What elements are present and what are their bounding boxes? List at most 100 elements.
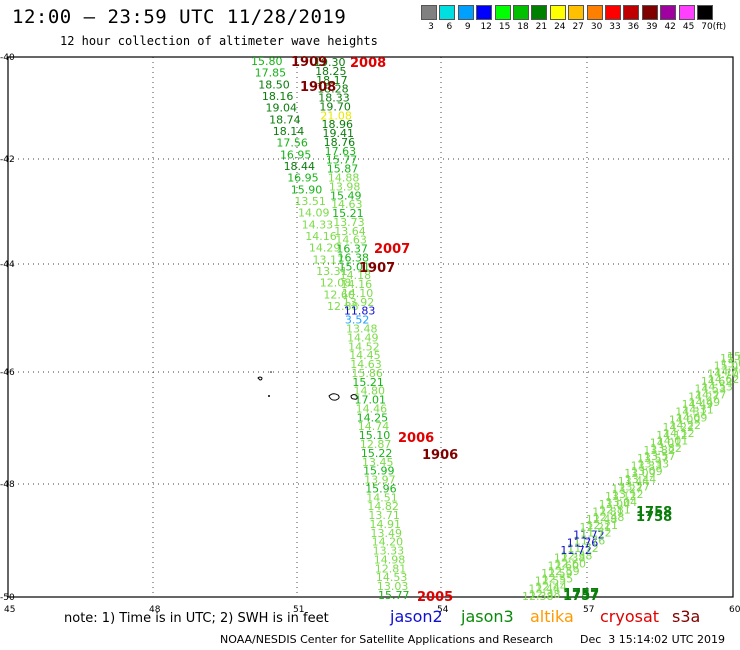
swh-value: 19.70 — [319, 100, 351, 113]
lon-tick-label: 60 — [729, 605, 740, 615]
island-outlines — [257, 371, 358, 401]
swh-value: 13.71 — [368, 509, 400, 522]
scale-label-39: 39 — [646, 22, 658, 32]
swh-value: 14.46 — [356, 402, 388, 415]
swh-value: 17.85 — [255, 67, 287, 80]
swh-value: 14.63 — [331, 198, 363, 211]
swh-value-overlap: 15.08 — [727, 350, 740, 363]
swh-value-overlap: 12.38 — [561, 550, 593, 563]
swh-value: 19.04 — [265, 102, 297, 115]
swh-value: 14.53 — [376, 571, 408, 584]
swh-value: 14.29 — [309, 242, 341, 255]
swh-value-overlap: 14.09 — [676, 411, 708, 424]
swh-value: 18.76 — [324, 136, 356, 149]
swh-value: 15.49 — [330, 189, 362, 202]
color-scale-legend: 3 6 9 12 15 18 21 24 27 30 33 36 39 42 45 70 (ft) — [421, 5, 735, 35]
swh-value-overlap: 14.70 — [714, 365, 740, 378]
lat-tick-label: -42 — [0, 155, 15, 165]
swh-value: 3.52 — [345, 314, 370, 327]
swh-value: 17.63 — [325, 145, 357, 158]
swh-value: 13.73 — [333, 216, 365, 229]
swh-value-overlap: 13.57 — [644, 450, 676, 463]
satellite-legend-cryosat: cryosat — [600, 607, 660, 626]
swh-value-overlap: 13.04 — [606, 496, 638, 509]
island-outline — [328, 393, 340, 401]
swh-value: 12.81 — [375, 562, 407, 575]
swh-value: 14.98 — [374, 553, 406, 566]
swh-value: 18.33 — [318, 92, 350, 105]
swh-value: 15.99 — [363, 465, 395, 478]
swh-value: 14.52 — [348, 340, 380, 353]
scale-label-6: 6 — [446, 22, 453, 32]
swh-value-overlap: 15.01 — [721, 358, 740, 371]
scale-swatch-36 — [623, 5, 640, 20]
swh-value: 13.98 — [329, 180, 361, 193]
track-c-values: 12.3812.3812.4412.4412.5512.5512.5912.59… — [522, 350, 740, 603]
swh-value: 13.17 — [313, 253, 345, 266]
swh-value: 14.63 — [335, 234, 367, 247]
swh-value: 14.18 — [340, 269, 372, 282]
swh-value: 15.77 — [378, 589, 410, 602]
scale-label-15: 15 — [498, 22, 511, 32]
scale-swatch-33 — [605, 5, 621, 20]
swh-value: 14.31 — [675, 406, 707, 419]
swh-value: 12.48 — [586, 513, 618, 526]
swh-value-overlap: 14.62 — [708, 373, 740, 386]
track-a-values: 15.8017.8518.5018.1619.0418.7418.1417.56… — [251, 55, 359, 313]
swh-value: 15.90 — [291, 183, 323, 196]
swh-value: 16.37 — [336, 243, 368, 256]
swh-value: 13.45 — [362, 456, 394, 469]
swh-value: 15.77 — [326, 154, 358, 167]
swh-value: 13.44 — [618, 475, 650, 488]
scale-label-42: 42 — [664, 22, 676, 32]
scale-swatch-3 — [421, 5, 437, 20]
lon-tick-label: 54 — [437, 605, 449, 615]
swh-value: 15.10 — [359, 429, 391, 442]
swh-value-overlap: 14.49 — [689, 396, 721, 409]
swh-value: 14.62 — [701, 375, 733, 388]
swh-value-overlap: 14.31 — [682, 404, 714, 417]
swh-value: 14.80 — [353, 385, 385, 398]
scale-label-3: 3 — [428, 22, 434, 32]
pass-time-label: 1907 — [359, 261, 395, 276]
swh-value-overlap: 12.55 — [542, 573, 574, 586]
scale-label-27: 27 — [572, 22, 584, 32]
swh-value: 14.88 — [328, 171, 360, 184]
grid-lines — [7, 56, 734, 598]
swh-value: 18.16 — [262, 90, 294, 103]
pass-time-label: 2006 — [398, 431, 434, 446]
swh-value-overlap: 12.48 — [593, 511, 625, 524]
swh-value: 14.63 — [350, 358, 382, 371]
swh-value: 16.95 — [280, 148, 312, 161]
pass-time-label: 1908 — [300, 80, 336, 95]
swh-value: 14.49 — [347, 331, 379, 344]
scale-swatch-39 — [641, 5, 658, 20]
pass-time-label: 1758 — [636, 510, 672, 525]
lon-tick-label: 45 — [4, 605, 15, 615]
swh-value: 12.38 — [522, 590, 554, 603]
swh-value: 13.49 — [371, 527, 403, 540]
swh-value-overlap: 13.33 — [638, 457, 670, 470]
swh-value: 12.08 — [320, 277, 352, 290]
scale-label-33: 33 — [609, 22, 621, 32]
map-subtitle: 12 hour collection of altimeter wave hei… — [60, 34, 378, 48]
swh-value-overlap: 14.53 — [701, 381, 733, 394]
swh-value: 13.51 — [294, 195, 326, 208]
scale-swatch-70 — [697, 5, 713, 20]
swh-value: 19.41 — [323, 127, 355, 140]
swh-value: 14.45 — [349, 349, 381, 362]
scale-swatch-30 — [586, 5, 603, 20]
swh-value: 14.10 — [342, 287, 374, 300]
swh-value-overlap: 14.12 — [663, 427, 695, 440]
swh-value: 18.74 — [269, 113, 301, 126]
scale-swatch-45 — [678, 5, 695, 20]
lon-tick-label: 48 — [149, 605, 161, 615]
swh-value: 12.59 — [541, 567, 573, 580]
pass-time-label: 1906 — [422, 448, 458, 463]
swh-value-overlap: 12.21 — [586, 519, 618, 532]
scale-label-70: 70 — [701, 22, 713, 32]
pass-time-label: 1909 — [291, 55, 327, 70]
swh-value: 15.80 — [251, 55, 283, 68]
swh-value: 15.21 — [352, 376, 384, 389]
swh-value: 12.60 — [548, 559, 580, 572]
